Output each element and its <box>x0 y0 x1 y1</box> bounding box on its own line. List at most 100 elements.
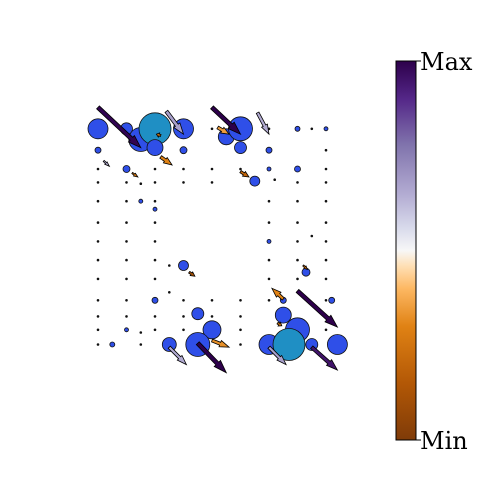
colorbar-label-max: Max <box>420 48 473 76</box>
arrow-glyph <box>267 345 287 366</box>
arrow-glyph <box>195 341 228 374</box>
dot-point <box>125 258 128 262</box>
colorbar-bar <box>395 60 417 441</box>
dot-point <box>168 291 171 294</box>
dot-point <box>96 277 100 281</box>
circle-marker <box>94 146 102 154</box>
circle-marker <box>138 198 144 204</box>
arrow-glyph <box>102 159 111 168</box>
circle-marker <box>151 296 159 304</box>
circle-marker <box>87 118 109 140</box>
dot-point <box>125 315 128 318</box>
arrow-glyph <box>167 345 188 366</box>
dot-point <box>182 315 185 318</box>
dot-point <box>296 240 299 243</box>
circle-marker <box>179 146 188 155</box>
dot-point <box>125 199 128 203</box>
dot-point <box>153 167 157 171</box>
circle-marker <box>202 320 222 340</box>
plot-area <box>87 105 348 374</box>
arrow-glyph <box>210 338 231 348</box>
colorbar-label-min: Min <box>420 427 468 455</box>
dot-point <box>310 127 314 131</box>
circle-marker <box>274 306 292 324</box>
circle-group <box>87 112 348 361</box>
arrow-glyph <box>255 111 270 136</box>
dot-point <box>324 328 328 332</box>
circle-marker <box>249 175 261 187</box>
dot-point <box>324 258 328 262</box>
arrow-glyph <box>159 155 173 166</box>
circle-marker <box>265 146 273 154</box>
arrow-glyph <box>131 171 139 178</box>
circle-marker <box>294 125 301 132</box>
arrow-glyph <box>216 125 231 135</box>
circle-marker <box>266 166 272 172</box>
dot-point <box>267 199 271 203</box>
dot-point <box>182 181 185 184</box>
dot-point <box>324 167 328 171</box>
dot-point <box>324 299 328 302</box>
arrow-glyph <box>96 105 142 149</box>
circle-marker <box>146 139 164 157</box>
arrow-glyph <box>155 132 162 139</box>
dot-point <box>96 258 100 262</box>
dot-point <box>210 181 214 184</box>
circle-marker <box>294 165 301 173</box>
dot-point <box>239 299 242 302</box>
dot-point <box>296 277 299 281</box>
dot-point <box>324 181 328 184</box>
dot-point <box>139 343 143 346</box>
dot-point <box>125 240 128 243</box>
circle-marker <box>234 141 247 155</box>
dot-point <box>239 343 242 346</box>
dot-point <box>239 315 242 318</box>
dot-point <box>239 328 242 332</box>
dot-point <box>153 199 157 203</box>
dot-point <box>324 221 328 224</box>
circle-marker <box>122 165 131 173</box>
circle-marker <box>266 238 272 244</box>
circle-marker <box>326 334 348 355</box>
arrow-glyph <box>239 170 250 178</box>
circle-marker <box>124 327 129 333</box>
dot-point <box>96 240 100 243</box>
dot-point <box>96 343 100 346</box>
circle-marker-cyan <box>272 328 306 361</box>
arrow-glyph <box>310 345 339 371</box>
dot-point <box>210 167 214 171</box>
dot-point <box>125 181 128 184</box>
dot-point <box>96 315 100 318</box>
dot-point <box>153 181 157 184</box>
dot-point <box>296 181 299 184</box>
dot-point <box>153 328 157 332</box>
circle-marker <box>152 206 158 212</box>
dot-point <box>267 299 271 302</box>
dot-point <box>324 277 328 281</box>
arrow-glyph <box>276 321 283 327</box>
arrow-group <box>96 105 339 374</box>
dot-point <box>182 328 185 332</box>
dot-point <box>324 240 328 243</box>
arrow-glyph <box>271 287 285 301</box>
dot-point <box>210 127 214 131</box>
arrow-glyph <box>302 264 309 271</box>
dot-point <box>153 315 157 318</box>
dot-point <box>296 221 299 224</box>
dot-point <box>239 167 242 171</box>
dot-group <box>96 127 328 346</box>
dot-point <box>125 277 128 281</box>
dot-point <box>96 221 100 224</box>
circle-marker <box>161 337 177 352</box>
dot-point <box>210 315 214 318</box>
dot-point <box>273 178 277 181</box>
arrow-glyph <box>164 109 185 136</box>
dot-point <box>210 299 214 302</box>
dot-point <box>139 331 143 334</box>
dot-point <box>96 299 100 302</box>
colorbar: Max Min <box>395 48 473 455</box>
dot-point <box>182 299 185 302</box>
circle-marker <box>191 307 205 321</box>
dot-point <box>182 167 185 171</box>
